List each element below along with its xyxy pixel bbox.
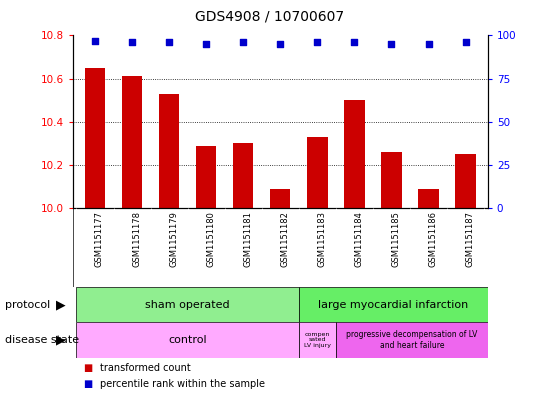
Point — [387, 41, 396, 47]
Bar — [270, 189, 291, 208]
Bar — [381, 152, 402, 208]
Point — [91, 37, 99, 44]
Text: GSM1151182: GSM1151182 — [280, 211, 289, 266]
Text: GSM1151179: GSM1151179 — [169, 211, 178, 266]
Text: percentile rank within the sample: percentile rank within the sample — [100, 379, 265, 389]
Text: GDS4908 / 10700607: GDS4908 / 10700607 — [195, 10, 344, 24]
Text: ▶: ▶ — [56, 333, 65, 347]
Bar — [307, 137, 328, 208]
Text: GSM1151177: GSM1151177 — [95, 211, 104, 266]
Text: sham operated: sham operated — [146, 299, 230, 310]
Text: protocol: protocol — [5, 299, 51, 310]
Point — [350, 39, 359, 46]
Text: compen
sated
LV injury: compen sated LV injury — [304, 332, 331, 348]
Point — [313, 39, 322, 46]
Bar — [299, 287, 488, 322]
Bar — [85, 68, 105, 208]
Text: ■: ■ — [84, 379, 93, 389]
Bar — [233, 143, 253, 208]
Point — [128, 39, 136, 46]
Point — [165, 39, 174, 46]
Text: control: control — [168, 335, 207, 345]
Bar — [196, 146, 216, 208]
Point — [239, 39, 247, 46]
Text: large myocardial infarction: large myocardial infarction — [318, 299, 468, 310]
Text: GSM1151178: GSM1151178 — [132, 211, 141, 266]
Bar — [455, 154, 476, 208]
Text: GSM1151186: GSM1151186 — [429, 211, 438, 266]
Bar — [299, 322, 336, 358]
Point — [202, 41, 211, 47]
Bar — [418, 189, 439, 208]
Text: disease state: disease state — [5, 335, 80, 345]
Text: transformed count: transformed count — [100, 363, 190, 373]
Bar — [77, 287, 299, 322]
Point — [461, 39, 470, 46]
Text: ▶: ▶ — [56, 298, 65, 311]
Bar — [122, 77, 142, 208]
Text: GSM1151180: GSM1151180 — [206, 211, 215, 266]
Text: progressive decompensation of LV
and heart failure: progressive decompensation of LV and hea… — [346, 330, 478, 350]
Text: GSM1151187: GSM1151187 — [466, 211, 474, 266]
Text: GSM1151183: GSM1151183 — [317, 211, 326, 266]
Bar — [336, 322, 488, 358]
Text: GSM1151181: GSM1151181 — [243, 211, 252, 266]
Point — [424, 41, 433, 47]
Bar — [159, 94, 179, 208]
Point — [276, 41, 285, 47]
Text: GSM1151185: GSM1151185 — [391, 211, 400, 266]
Text: GSM1151184: GSM1151184 — [355, 211, 363, 266]
Bar — [77, 322, 299, 358]
Bar — [344, 100, 364, 208]
Text: ■: ■ — [84, 363, 93, 373]
